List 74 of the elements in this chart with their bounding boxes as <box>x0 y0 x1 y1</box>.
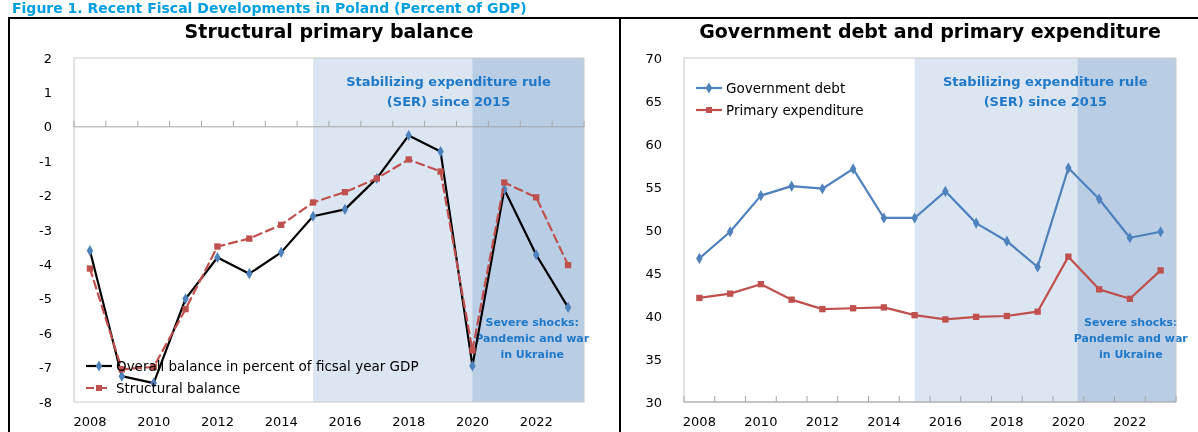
y-tick-label: 2 <box>43 50 52 66</box>
x-tick-label: 2018 <box>990 414 1024 429</box>
point <box>972 313 980 321</box>
point <box>696 294 703 302</box>
band-label: Stabilizing expenditure rule (SER) since 2015 <box>346 74 552 109</box>
y-tick-label: -7 <box>39 360 52 376</box>
y-tick-label: 0 <box>43 119 52 135</box>
y-tick-label: -6 <box>39 325 52 341</box>
band-label: Stabilizing expenditure rule (SER) since 2015 <box>942 74 1148 109</box>
point <box>214 243 221 250</box>
point <box>1126 295 1134 302</box>
legend-label: Primary expenditure <box>726 102 864 118</box>
point <box>182 305 189 313</box>
y-tick-label: -2 <box>39 188 52 204</box>
point <box>942 316 949 323</box>
x-tick-label: 2014 <box>867 414 901 429</box>
x-tick-label: 2008 <box>682 414 716 429</box>
y-tick-label: 30 <box>645 394 662 410</box>
x-tick-label: 2020 <box>455 414 489 429</box>
y-tick-label: -1 <box>39 153 52 169</box>
point <box>849 305 857 312</box>
point <box>86 265 94 272</box>
point <box>437 168 444 175</box>
x-tick-label: 2014 <box>264 414 298 429</box>
x-tick-label: 2022 <box>1113 414 1147 429</box>
point <box>278 221 285 228</box>
band-label: Severe shocks: Pandemic and war in Ukraine <box>1073 316 1189 361</box>
y-tick-label: -5 <box>39 291 52 307</box>
x-tick-label: 2012 <box>200 414 234 429</box>
y-tick-label: 35 <box>645 351 662 367</box>
point <box>726 290 734 297</box>
x-tick-label: 2016 <box>928 414 962 429</box>
x-tick-label: 2012 <box>805 414 839 429</box>
point <box>533 194 540 201</box>
legend-label: Structural balance <box>116 380 241 396</box>
point <box>1065 253 1072 260</box>
y-tick-label: 60 <box>645 136 662 152</box>
y-tick-label: 45 <box>645 265 662 281</box>
point <box>1095 286 1103 293</box>
point <box>880 304 888 311</box>
chart-title: Structural primary balance <box>184 20 474 42</box>
caption: Figure 1. Recent Fiscal Developments in Poland (Percent of GDP) <box>12 0 527 16</box>
point <box>309 199 317 206</box>
point <box>1034 308 1041 315</box>
y-tick-label: 40 <box>645 308 662 324</box>
x-tick-label: 2018 <box>392 414 426 429</box>
y-tick-label: 70 <box>645 50 662 66</box>
point <box>564 261 572 269</box>
x-tick-label: 2010 <box>137 414 171 429</box>
x-tick-label: 2010 <box>744 414 778 429</box>
point <box>405 156 412 163</box>
point <box>788 296 795 303</box>
point <box>819 305 826 313</box>
x-tick-label: 2022 <box>519 414 553 429</box>
y-tick-label: -3 <box>39 222 52 238</box>
y-tick-label: 50 <box>645 222 662 238</box>
x-tick-label: 2008 <box>73 414 107 429</box>
y-tick-label: -8 <box>39 394 52 410</box>
point <box>911 311 918 319</box>
y-tick-label: 1 <box>43 84 52 100</box>
point <box>1157 267 1164 274</box>
y-tick-label: 55 <box>645 179 662 195</box>
point <box>1003 312 1011 320</box>
point <box>757 281 765 288</box>
x-tick-label: 2016 <box>328 414 362 429</box>
point <box>246 235 253 242</box>
y-tick-label: 65 <box>645 93 662 109</box>
chart-title: Government debt and primary expenditure <box>699 20 1161 42</box>
x-tick-label: 2020 <box>1051 414 1085 429</box>
point <box>469 347 476 354</box>
point <box>341 189 349 196</box>
point <box>501 179 508 186</box>
y-tick-label: -4 <box>39 256 52 272</box>
legend-label: Government debt <box>726 80 846 96</box>
